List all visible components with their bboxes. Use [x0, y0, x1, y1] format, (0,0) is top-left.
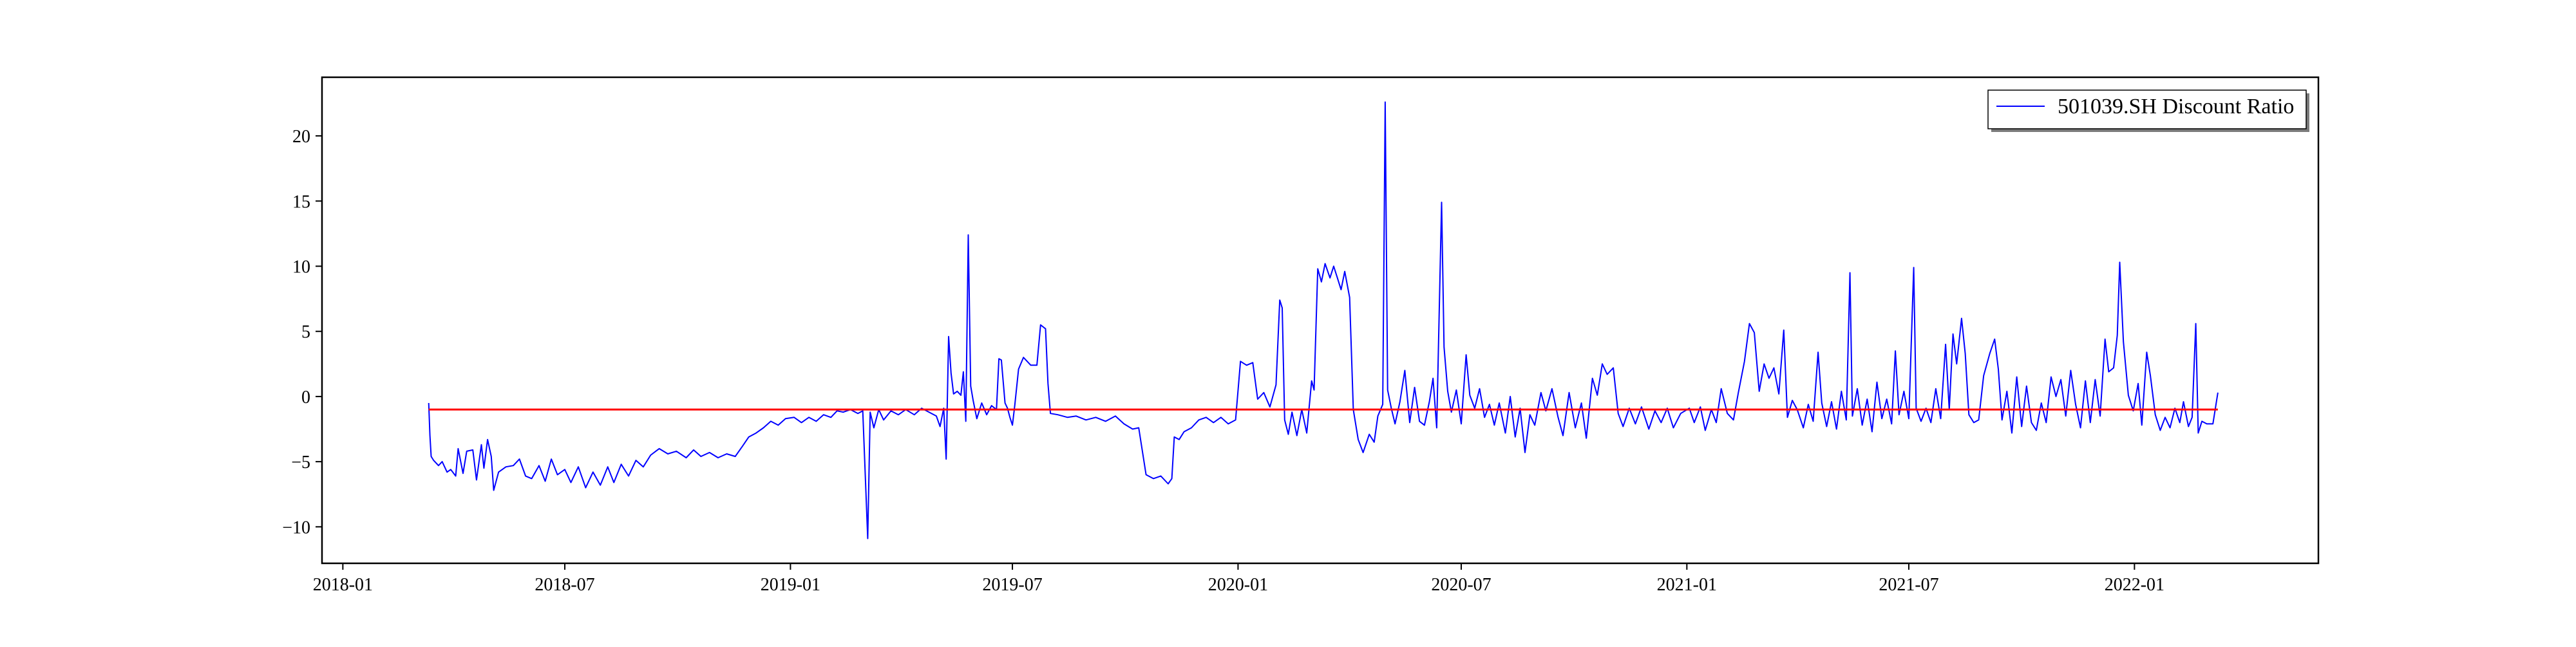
y-tick-label: 0	[301, 388, 310, 408]
x-tick-label: 2022-01	[2105, 575, 2164, 595]
x-tick-label: 2019-01	[761, 575, 820, 595]
x-tick-label: 2018-07	[535, 575, 594, 595]
y-tick-label: 10	[292, 257, 310, 277]
plot-area	[428, 101, 2219, 539]
series-line-0	[428, 101, 2219, 539]
y-tick-label: 15	[292, 192, 310, 212]
x-tick-label: 2021-01	[1657, 575, 1717, 595]
legend: 501039.SH Discount Ratio	[1987, 89, 2309, 132]
y-tick-label: −5	[291, 453, 310, 473]
x-tick-label: 2019-07	[982, 575, 1042, 595]
y-axis: −10 −5 0 5 10 15 20	[282, 127, 322, 538]
y-tick-label: 20	[292, 127, 310, 147]
x-tick-label: 2020-07	[1431, 575, 1491, 595]
y-tick-label: 5	[301, 323, 310, 342]
plot-frame	[321, 76, 2320, 565]
x-tick-label: 2021-07	[1879, 575, 1938, 595]
x-tick-label: 2018-01	[313, 575, 373, 595]
x-axis: 2018-01 2018-07 2019-01 2019-07 2020-01 2020-…	[313, 563, 2164, 595]
y-tick-label: −10	[282, 518, 310, 538]
legend-frame	[1987, 89, 2307, 129]
legend-label: 501039.SH Discount Ratio	[2058, 95, 2294, 118]
x-tick-label: 2020-01	[1208, 575, 1268, 595]
